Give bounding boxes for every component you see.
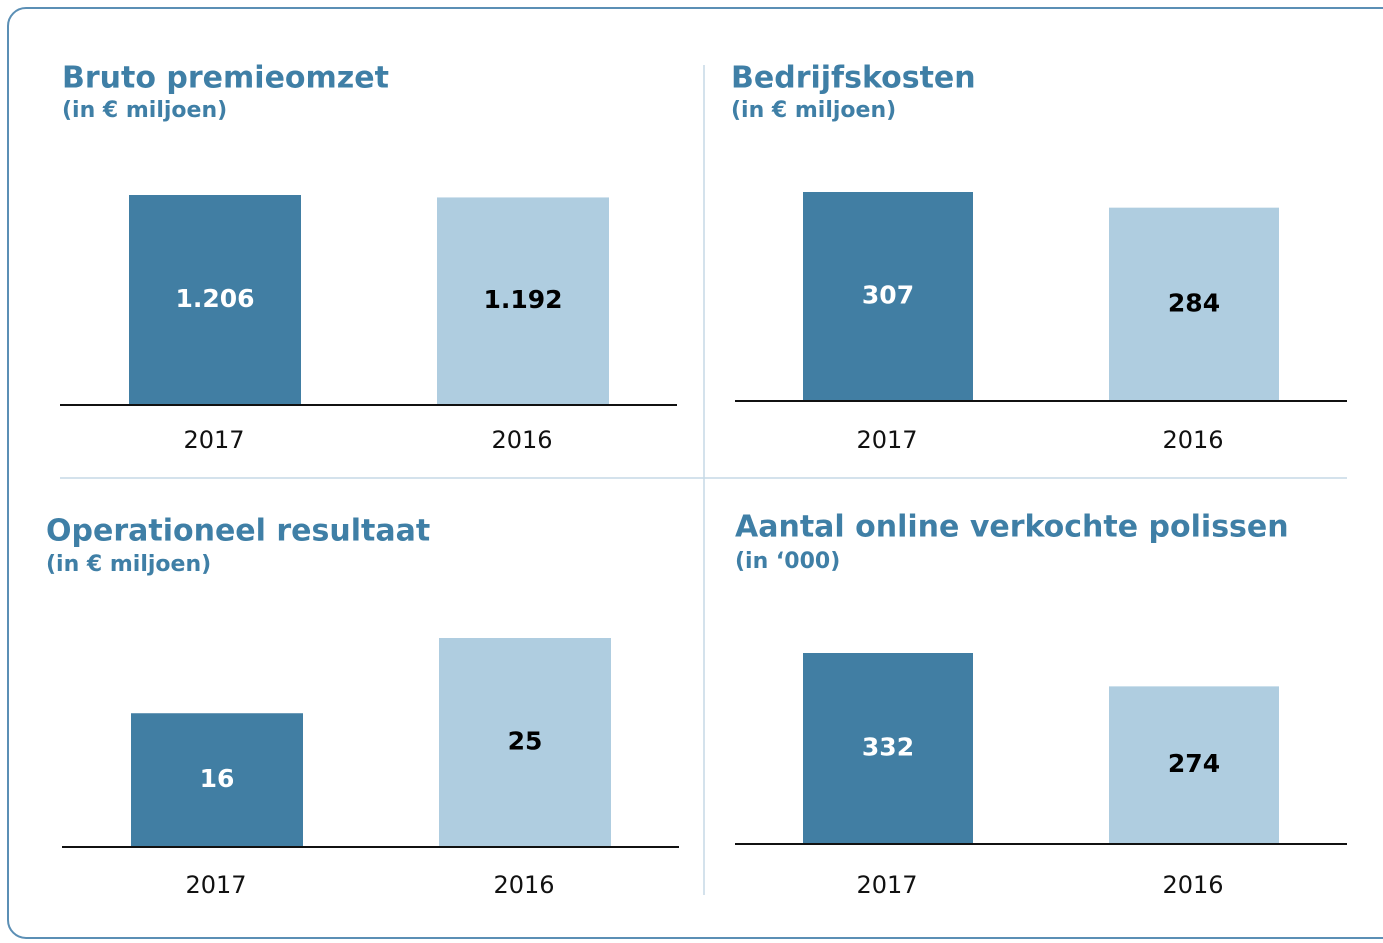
chart-title: Aantal online verkochte polissen — [735, 510, 1289, 545]
x-tick-label: 2017 — [856, 426, 917, 454]
value-label: 1.206 — [175, 284, 254, 313]
value-label: 274 — [1168, 749, 1220, 778]
bar — [439, 638, 611, 847]
x-tick-label: 2017 — [856, 871, 917, 899]
value-label: 1.192 — [483, 285, 562, 314]
value-label: 16 — [200, 764, 235, 793]
panel-border — [7, 7, 1383, 939]
value-label: 332 — [862, 733, 914, 762]
chart-title: Operationeel resultaat — [46, 514, 430, 549]
bar — [803, 653, 973, 844]
x-tick-label: 2016 — [1162, 871, 1223, 899]
x-tick-label: 2017 — [185, 871, 246, 899]
value-label: 284 — [1168, 288, 1220, 317]
chart-subtitle: (in € miljoen) — [46, 552, 211, 577]
bar — [437, 197, 609, 405]
chart-subtitle: (in ‘000) — [735, 549, 840, 574]
x-tick-label: 2016 — [491, 426, 552, 454]
chart-title: Bedrijfskosten — [731, 61, 976, 96]
bar — [129, 195, 301, 405]
x-tick-label: 2017 — [183, 426, 244, 454]
value-label: 25 — [508, 727, 543, 756]
x-tick-label: 2016 — [1162, 426, 1223, 454]
chart-subtitle: (in € miljoen) — [62, 98, 227, 123]
x-tick-label: 2016 — [493, 871, 554, 899]
value-label: 307 — [862, 281, 914, 310]
bar — [131, 713, 303, 847]
bar — [1109, 686, 1279, 844]
bar — [1109, 207, 1279, 401]
bar — [803, 192, 973, 401]
chart-title: Bruto premieomzet — [62, 61, 389, 96]
chart-subtitle: (in € miljoen) — [731, 98, 896, 123]
